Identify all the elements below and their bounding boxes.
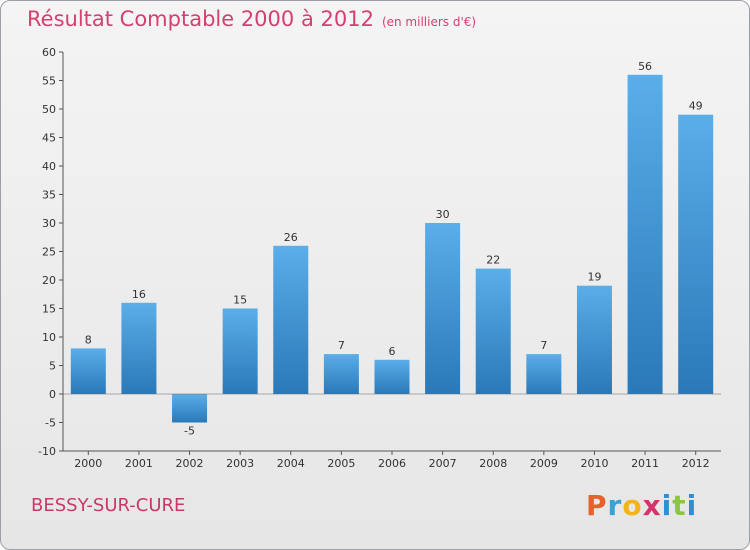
bar [576,285,612,394]
title-text: Résultat Comptable 2000 à 2012 [27,7,374,31]
y-tick-label: 10 [42,331,56,344]
y-tick-label: 20 [42,274,56,287]
bar-value-label: 30 [436,208,450,221]
x-tick-label: 2000 [74,457,102,470]
bar [70,348,106,394]
x-tick-label: 2012 [682,457,710,470]
bar-value-label: -5 [184,425,195,438]
bar-value-label: 15 [233,294,247,307]
y-tick-label: 15 [42,303,56,316]
proxiti-logo: Proxiti [586,489,697,522]
bar [475,268,511,394]
bar-value-label: 49 [689,100,703,113]
bar-value-label: 7 [540,339,547,352]
logo-letter: P [586,489,608,522]
bar [273,245,309,394]
chart-subtitle: (en milliers d'€) [381,15,477,29]
y-tick-label: 60 [42,46,56,59]
x-tick-label: 2004 [277,457,305,470]
x-tick-label: 2003 [226,457,254,470]
y-tick-label: 25 [42,246,56,259]
logo-letter: t [672,489,687,522]
x-tick-label: 2001 [125,457,153,470]
x-tick-label: 2011 [631,457,659,470]
bar-value-label: 8 [85,333,92,346]
y-tick-label: 55 [42,75,56,88]
bar-value-label: 6 [389,345,396,358]
bar [526,354,562,394]
y-tick-label: 50 [42,103,56,116]
y-tick-label: 30 [42,217,56,230]
x-tick-label: 2009 [530,457,558,470]
y-tick-label: 45 [42,132,56,145]
bar [425,223,461,394]
bar-value-label: 16 [132,288,146,301]
commune-name: BESSY-SUR-CURE [31,495,186,516]
logo-letter: r [607,489,623,522]
bar [678,114,714,394]
x-tick-label: 2002 [176,457,204,470]
bar [323,354,359,394]
x-tick-label: 2006 [378,457,406,470]
y-tick-label: 40 [42,160,56,173]
x-tick-label: 2010 [580,457,608,470]
bar [172,394,208,423]
x-tick-label: 2005 [327,457,355,470]
logo-letter: x [642,489,662,522]
x-tick-label: 2008 [479,457,507,470]
bar-value-label: 26 [284,231,298,244]
bar-value-label: 7 [338,339,345,352]
y-tick-label: -10 [38,445,56,458]
bar [222,308,258,394]
logo-letter: i [661,489,673,522]
bar [121,302,157,394]
logo-letter: i [686,489,698,522]
y-tick-label: 35 [42,189,56,202]
y-tick-label: 5 [49,360,56,373]
chart-title: Résultat Comptable 2000 à 2012 (en millie… [27,7,476,31]
bar-value-label: 22 [486,254,500,267]
bar-value-label: 19 [587,271,601,284]
y-tick-label: -5 [45,417,56,430]
bar [627,74,663,395]
bar-value-label: 56 [638,60,652,73]
bar [374,359,410,394]
y-tick-label: 0 [49,388,56,401]
logo-letter: o [622,489,643,522]
x-tick-label: 2007 [429,457,457,470]
